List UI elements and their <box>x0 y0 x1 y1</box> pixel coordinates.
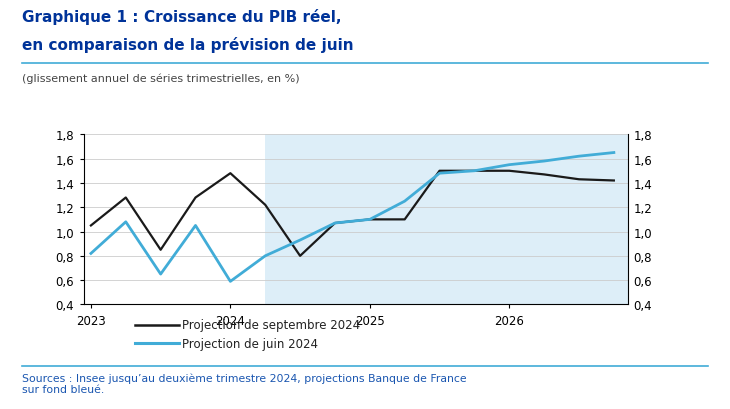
Text: Graphique 1 :: Graphique 1 : <box>22 10 144 25</box>
Text: Projection de septembre 2024: Projection de septembre 2024 <box>182 319 361 332</box>
Text: (glissement annuel de séries trimestrielles, en %): (glissement annuel de séries trimestriel… <box>22 74 299 84</box>
Bar <box>265 135 628 305</box>
Text: Sources : Insee jusqu’au deuxième trimestre 2024, projections Banque de France
s: Sources : Insee jusqu’au deuxième trimes… <box>22 372 466 394</box>
Text: Projection de juin 2024: Projection de juin 2024 <box>182 337 318 350</box>
Text: Croissance du PIB réel,: Croissance du PIB réel, <box>144 10 341 25</box>
Text: en comparaison de la prévision de juin: en comparaison de la prévision de juin <box>22 37 353 53</box>
